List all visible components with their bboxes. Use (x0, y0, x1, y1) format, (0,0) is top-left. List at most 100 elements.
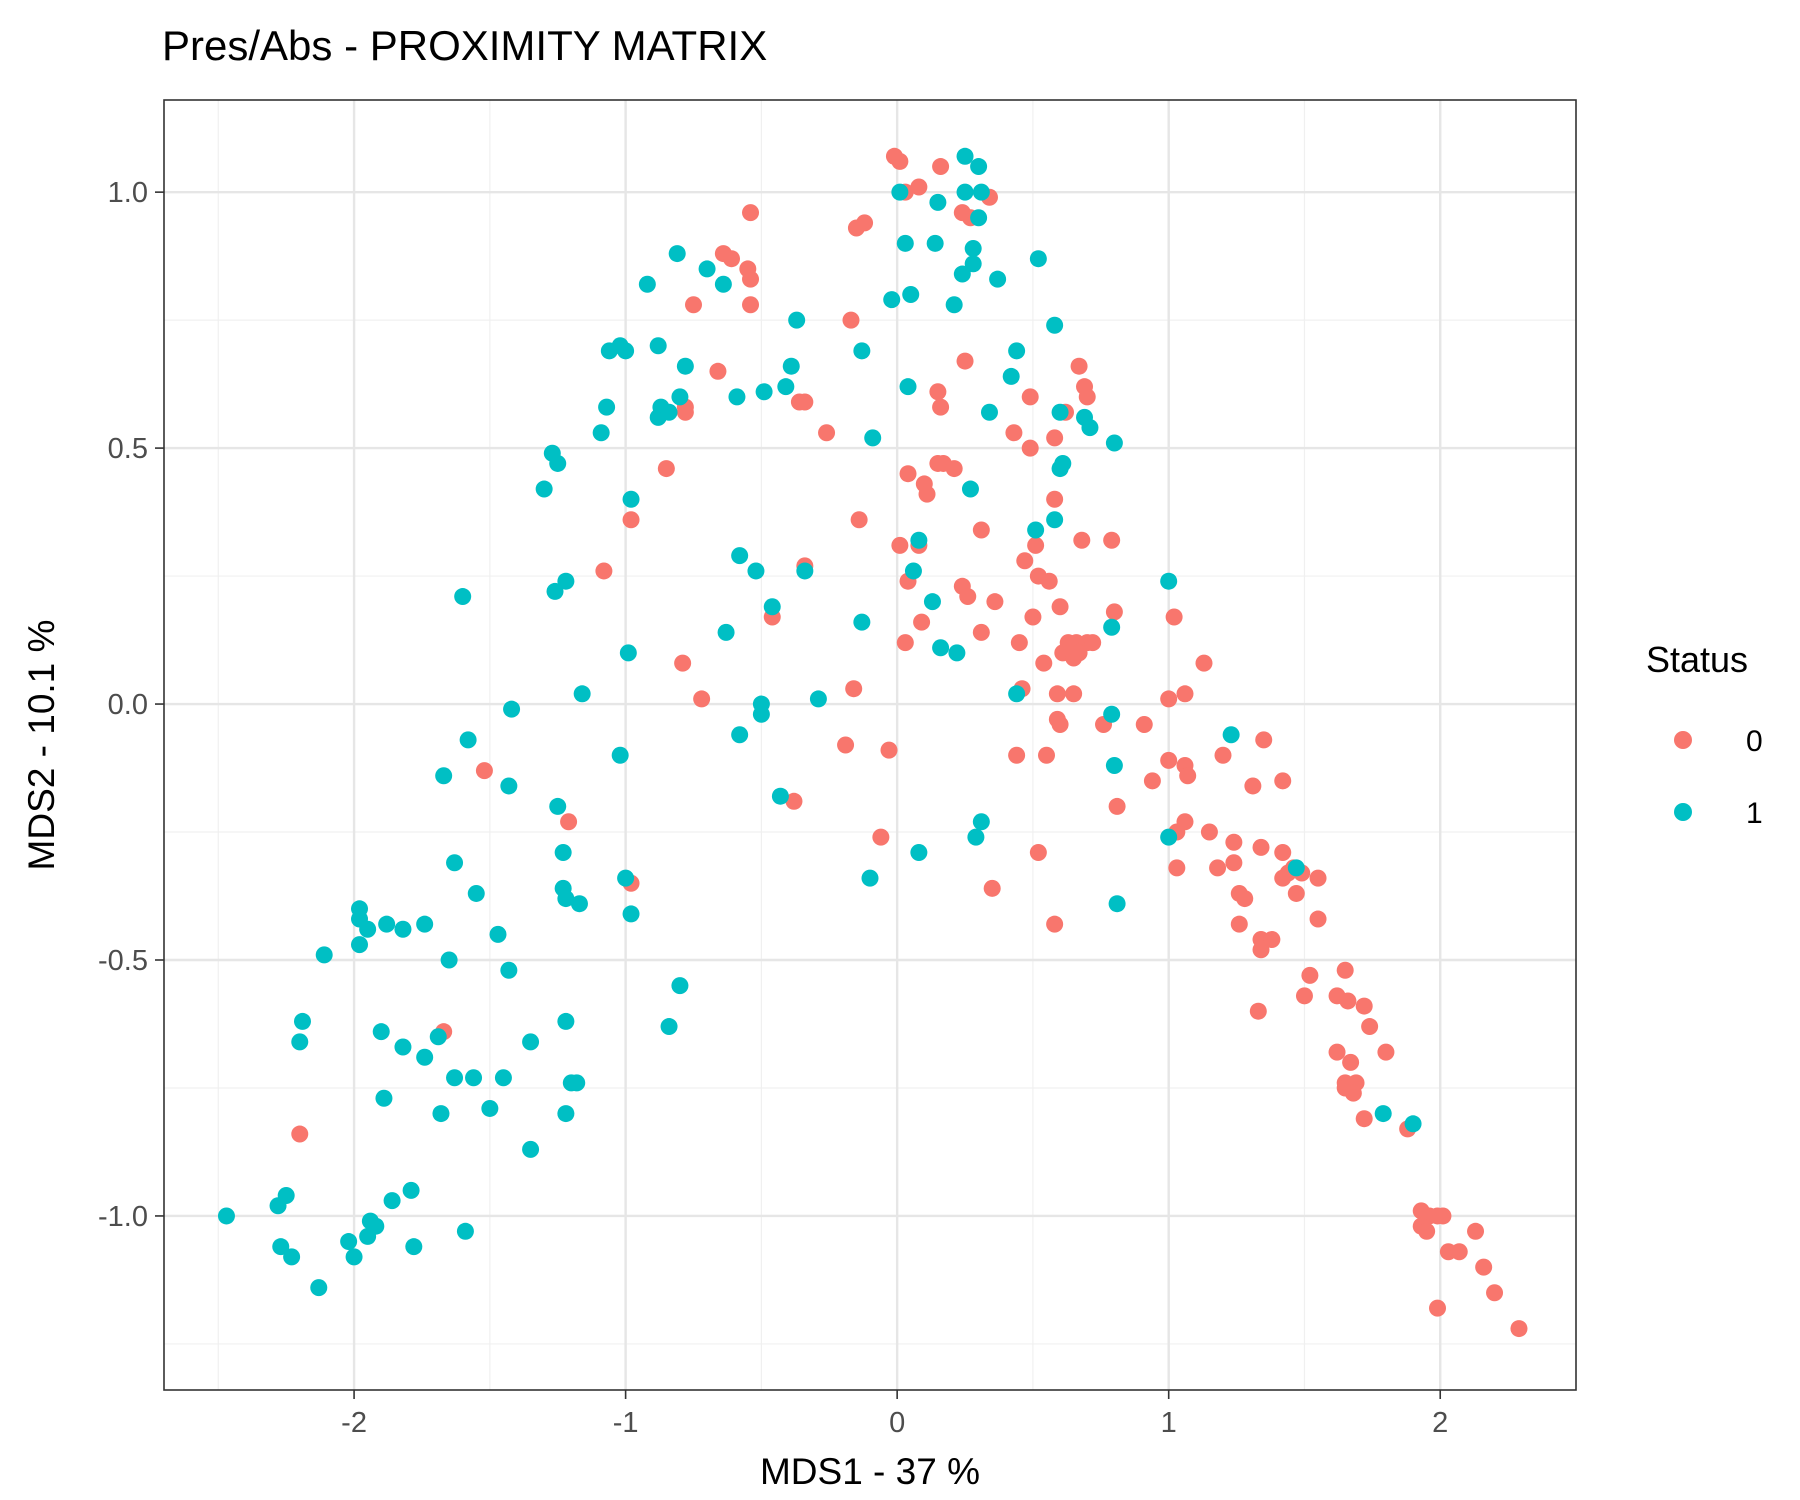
data-point (1263, 931, 1281, 949)
data-point (592, 424, 610, 442)
data-point (1510, 1320, 1528, 1338)
data-point (845, 680, 863, 698)
data-point (660, 403, 678, 421)
x-axis: -2 -1 0 1 2 (341, 1390, 1448, 1439)
data-point (1176, 813, 1194, 831)
data-point (989, 270, 1007, 288)
data-point (896, 234, 914, 252)
data-point (796, 562, 814, 580)
legend-label: 1 (1746, 797, 1763, 830)
data-point (883, 291, 901, 309)
data-point (1160, 751, 1178, 769)
chart-title: Pres/Abs - PROXIMITY MATRIX (162, 22, 767, 69)
data-point (622, 511, 640, 529)
data-point (1336, 961, 1354, 979)
data-point (475, 762, 493, 780)
x-tick-label: 0 (889, 1407, 905, 1439)
data-point (1021, 388, 1039, 406)
data-point (674, 654, 692, 672)
x-tick-label: -2 (341, 1407, 367, 1439)
x-tick-label: 1 (1161, 1407, 1177, 1439)
data-point (1054, 454, 1072, 472)
data-point (717, 623, 735, 641)
data-point (595, 562, 613, 580)
data-point (394, 1038, 412, 1056)
data-point (1160, 690, 1178, 708)
data-point (1295, 987, 1313, 1005)
data-point (1475, 1258, 1493, 1276)
data-point (1160, 572, 1178, 590)
data-point (953, 265, 971, 283)
data-point (1108, 797, 1126, 815)
data-point (557, 1105, 575, 1123)
data-point (291, 1033, 309, 1051)
data-point (416, 915, 434, 933)
data-point (782, 357, 800, 375)
data-point (557, 1012, 575, 1030)
data-point (481, 1099, 499, 1117)
data-point (671, 388, 689, 406)
data-point (1073, 531, 1091, 549)
data-point (557, 890, 575, 908)
data-point (1214, 746, 1232, 764)
data-point (1255, 731, 1273, 749)
data-point (853, 342, 871, 360)
data-point (1105, 603, 1123, 621)
x-axis-label: MDS1 - 37 % (760, 1451, 980, 1492)
data-point (1274, 844, 1292, 861)
data-point (685, 296, 702, 314)
data-point (891, 183, 909, 201)
data-point (970, 158, 988, 176)
data-point (904, 562, 922, 580)
data-point (494, 1069, 512, 1087)
data-point (896, 634, 914, 652)
y-tick-label: -0.5 (98, 945, 148, 977)
data-point (818, 424, 836, 442)
data-point (283, 1248, 301, 1266)
data-point (467, 884, 485, 902)
data-point (1084, 634, 1102, 652)
data-point (383, 1192, 401, 1210)
data-point (1048, 685, 1066, 703)
data-point (1051, 403, 1069, 421)
data-point (1070, 357, 1088, 375)
data-point (913, 613, 931, 631)
data-point (742, 204, 760, 222)
data-point (1035, 654, 1053, 672)
data-point (932, 639, 950, 657)
data-point (500, 777, 518, 795)
data-point (731, 726, 749, 744)
data-point (961, 480, 979, 498)
data-point (1103, 618, 1121, 636)
data-point (1103, 531, 1121, 549)
data-point (269, 1197, 287, 1215)
data-point (932, 158, 950, 176)
data-point (1051, 716, 1069, 734)
data-point (375, 1089, 393, 1107)
data-point (1176, 685, 1194, 703)
data-point (500, 961, 518, 979)
data-point (622, 905, 640, 923)
data-point (1135, 716, 1153, 734)
data-point (929, 193, 947, 211)
legend-label: 0 (1746, 725, 1763, 758)
data-point (698, 260, 716, 278)
data-point (557, 572, 575, 590)
data-point (923, 593, 941, 611)
data-point (1287, 884, 1305, 902)
data-point (1105, 756, 1123, 774)
data-point (771, 787, 789, 805)
data-point (1244, 777, 1262, 795)
data-point (986, 593, 1004, 611)
x-tick-label: -1 (613, 1407, 639, 1439)
data-point (351, 936, 369, 954)
legend-key (1674, 731, 1692, 749)
data-point (1429, 1299, 1447, 1317)
data-point (454, 588, 472, 606)
data-point (956, 352, 974, 370)
data-point (549, 797, 567, 815)
data-point (731, 547, 749, 565)
data-point (1070, 644, 1088, 662)
data-point (964, 239, 982, 257)
data-point (1301, 966, 1319, 984)
